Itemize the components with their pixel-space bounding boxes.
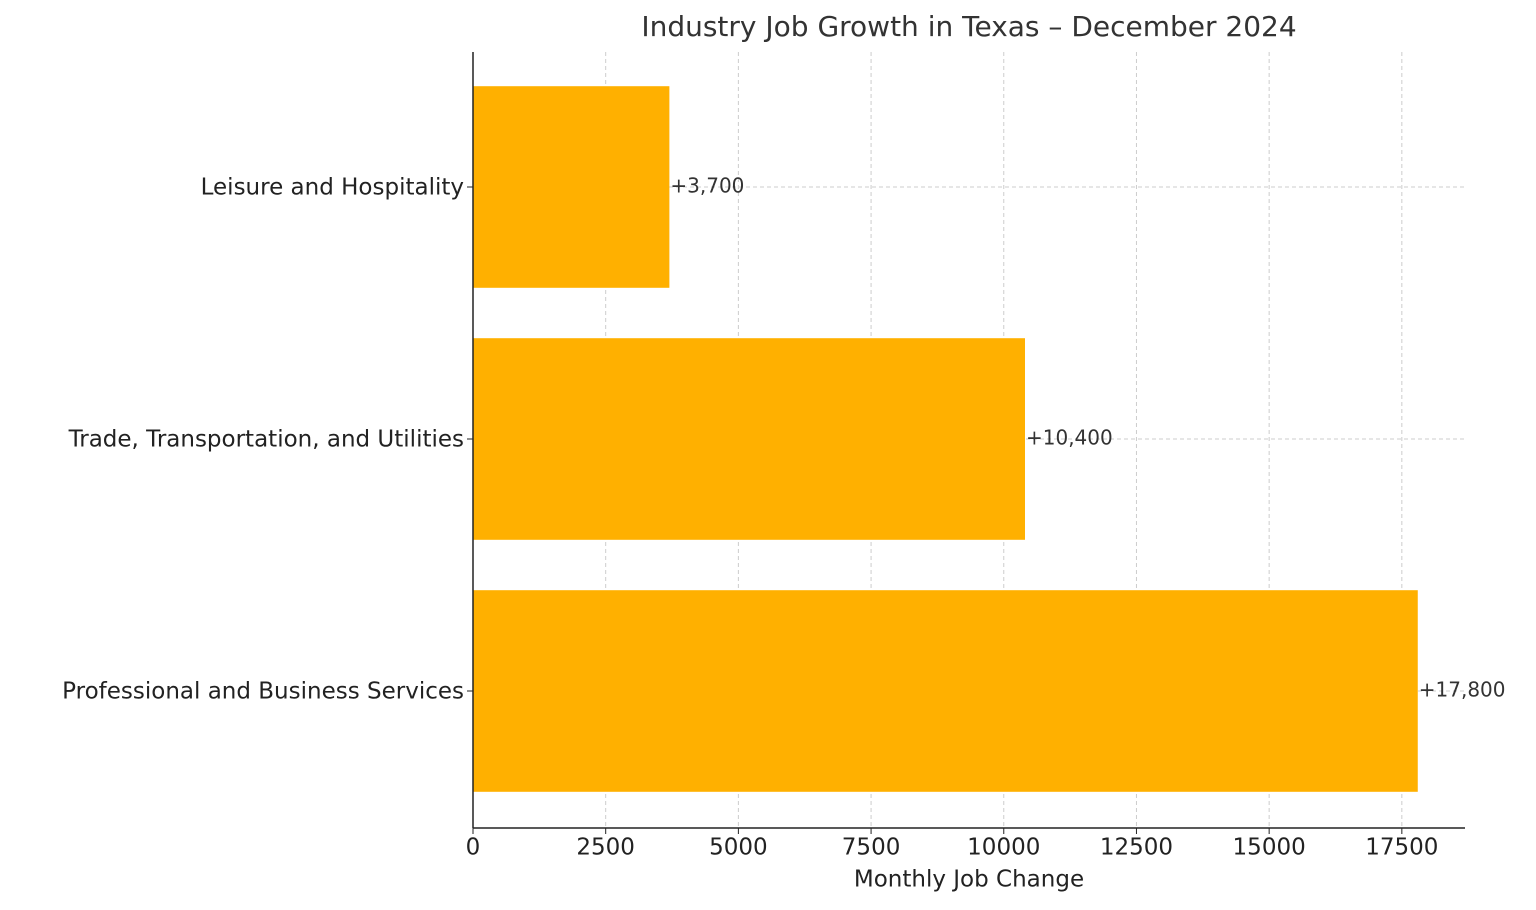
value-label: +10,400 (1026, 426, 1113, 450)
x-tick-label: 2500 (576, 835, 635, 861)
x-tick-label: 12500 (1100, 835, 1173, 861)
bar (473, 86, 670, 288)
x-tick-label: 5000 (709, 835, 768, 861)
chart-title: Industry Job Growth in Texas – December … (641, 10, 1296, 43)
y-tick-label: Leisure and Hospitality (201, 175, 464, 201)
x-tick-label: 15000 (1233, 835, 1306, 861)
y-tick-label: Trade, Transportation, and Utilities (68, 427, 464, 453)
x-axis-label: Monthly Job Change (854, 867, 1084, 893)
value-label: +3,700 (670, 174, 744, 198)
bar (473, 590, 1418, 792)
bar (473, 338, 1025, 540)
x-tick-label: 17500 (1365, 835, 1438, 861)
bars (473, 86, 1418, 792)
x-tick-label: 7500 (842, 835, 901, 861)
x-tick-label: 0 (466, 835, 481, 861)
x-tick-label: 10000 (967, 835, 1040, 861)
y-tick-label: Professional and Business Services (62, 679, 464, 705)
value-label: +17,800 (1419, 678, 1506, 702)
